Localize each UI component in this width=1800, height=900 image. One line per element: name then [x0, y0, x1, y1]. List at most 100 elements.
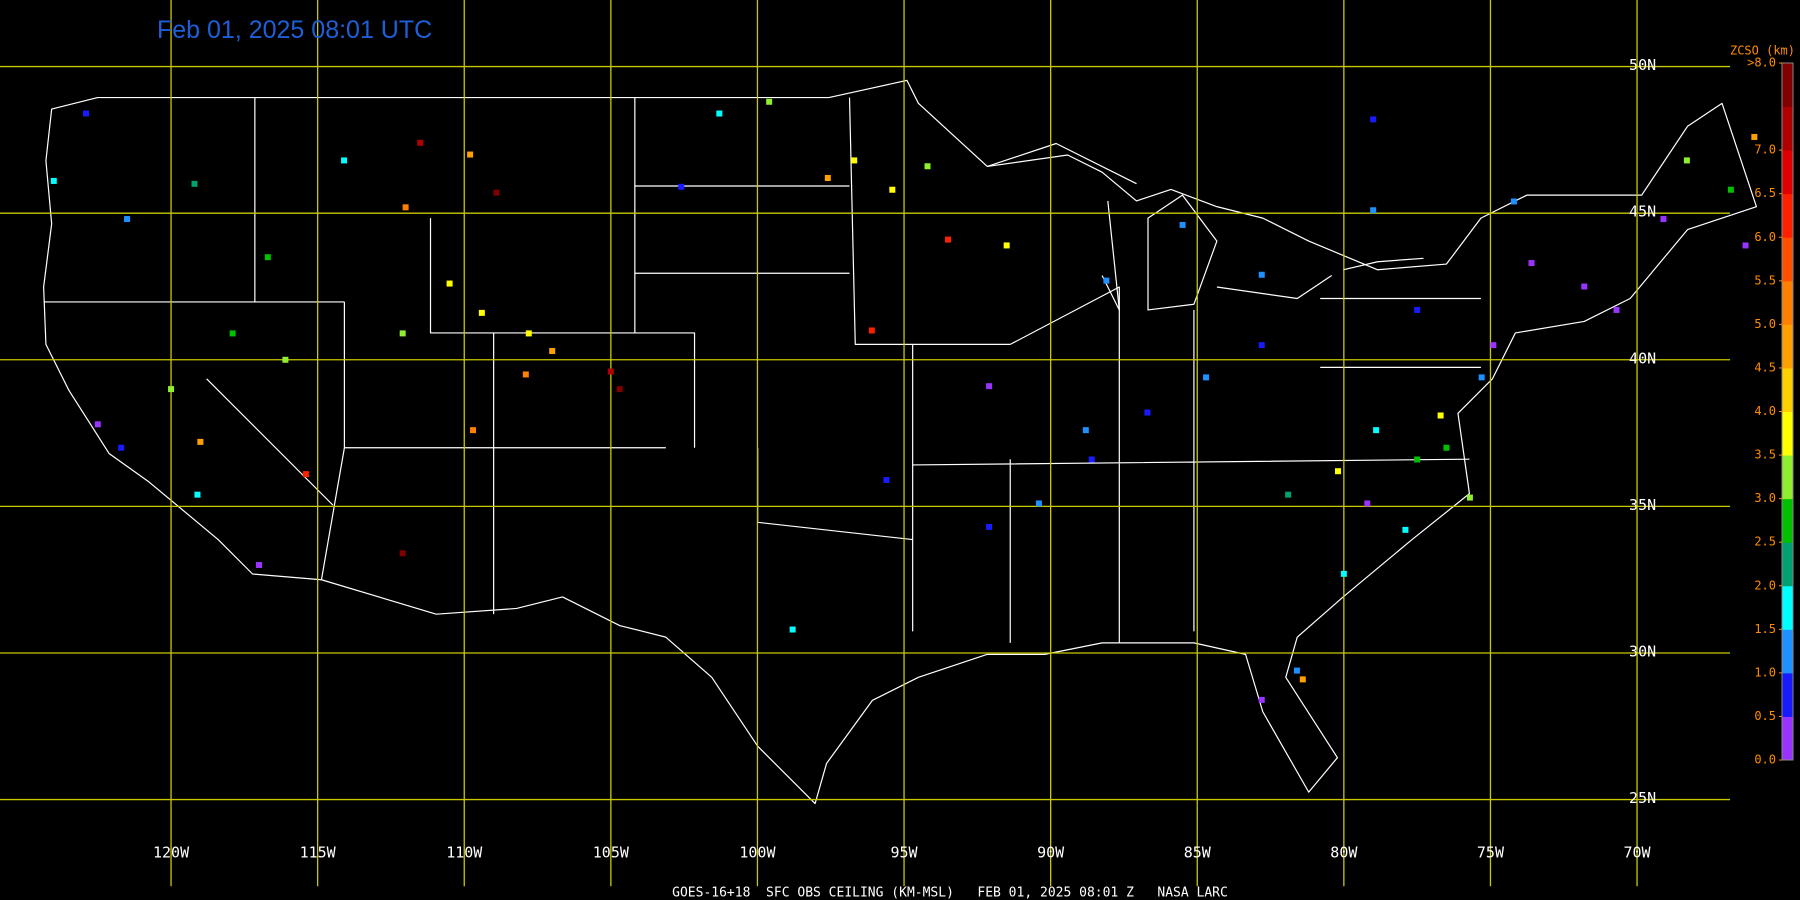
station-ceiling [1334, 468, 1341, 475]
station-ceiling [1751, 133, 1758, 140]
station-ceiling [1528, 260, 1535, 267]
station-ceiling [1340, 570, 1347, 577]
station-ceiling [883, 476, 890, 483]
station-ceiling [1293, 667, 1300, 674]
station-ceiling [478, 309, 485, 316]
colorbar-label: 3.5 [1754, 448, 1776, 462]
colorbar-label: 0.0 [1754, 753, 1776, 767]
station-ceiling [1258, 342, 1265, 349]
colorbar-segment [1782, 106, 1793, 151]
lat-label: 25N [1629, 789, 1656, 807]
station-ceiling [1179, 221, 1186, 228]
station-ceiling [467, 151, 474, 158]
station-ceiling [399, 550, 406, 557]
station-ceiling [264, 254, 271, 261]
colorbar-label: 5.5 [1754, 273, 1776, 287]
station-ceiling [549, 347, 556, 354]
station-ceiling [1203, 374, 1210, 381]
lon-label: 85W [1184, 844, 1212, 862]
great-lakes [987, 144, 1423, 310]
colorbar-label: 0.5 [1754, 709, 1776, 723]
station-ceiling [1003, 242, 1010, 249]
station-ceiling [678, 183, 685, 190]
station-ceiling [716, 110, 723, 117]
colorbar-segment [1782, 672, 1793, 717]
station-ceiling [824, 174, 831, 181]
station-ceiling [282, 356, 289, 363]
lon-label: 95W [891, 844, 919, 862]
station-ceiling [1683, 157, 1690, 164]
station-ceiling [446, 280, 453, 287]
station-ceiling [194, 491, 201, 498]
station-ceiling [1660, 216, 1667, 223]
station-ceiling [945, 236, 952, 243]
colorbar-segment [1782, 367, 1793, 412]
station-ceiling [493, 189, 500, 196]
station-ceiling [1742, 242, 1749, 249]
station-ceiling [1414, 456, 1421, 463]
station-ceiling [470, 427, 477, 434]
state-borders [44, 98, 1481, 643]
station-ceiling [1035, 500, 1042, 507]
station-ceiling [889, 186, 896, 193]
colorbar-segment [1782, 324, 1793, 369]
colorbar-segment [1782, 542, 1793, 587]
station-ceiling [1510, 198, 1517, 205]
station-ceiling [1613, 306, 1620, 313]
station-ceiling [124, 216, 131, 223]
lon-label: 75W [1477, 844, 1505, 862]
station-ceiling [399, 330, 406, 337]
station-ceiling [118, 444, 125, 451]
lat-label: 35N [1629, 496, 1656, 514]
station-ceiling [1299, 676, 1306, 683]
colorbar-label: 6.0 [1754, 230, 1776, 244]
station-ceiling [1258, 696, 1265, 703]
station-ceiling [1088, 456, 1095, 463]
lon-label: 115W [300, 844, 337, 862]
colorbar-label: 2.5 [1754, 535, 1776, 549]
colorbar-label: 1.0 [1754, 665, 1776, 679]
station-ceiling [168, 386, 175, 393]
station-ceiling [1373, 427, 1380, 434]
colorbar: 0.0 0.5 1.0 1.5 2.0 2.5 3.0 3.5 4.0 4.5 5.0 5.5 6.0 6… [1730, 44, 1795, 767]
map-title: Feb 01, 2025 08:01 UTC [157, 16, 432, 44]
colorbar-label: 2.0 [1754, 578, 1776, 592]
us-outline [44, 80, 1757, 803]
station-ceiling [525, 330, 532, 337]
station-ceiling [197, 438, 204, 445]
station-ceiling [1082, 427, 1089, 434]
station-ceiling [522, 371, 529, 378]
observations [50, 98, 1758, 703]
station-ceiling [94, 421, 101, 428]
station-ceiling [1437, 412, 1444, 419]
station-ceiling [766, 98, 773, 105]
lat-label: 40N [1629, 349, 1656, 367]
station-ceiling [851, 157, 858, 164]
station-ceiling [402, 204, 409, 211]
station-ceiling [1370, 207, 1377, 214]
station-ceiling [986, 383, 993, 390]
station-ceiling [417, 139, 424, 146]
colorbar-label: 6.5 [1754, 186, 1776, 200]
station-ceiling [1581, 283, 1588, 290]
station-ceiling [1402, 526, 1409, 533]
colorbar-label: 4.5 [1754, 360, 1776, 374]
station-ceiling [341, 157, 348, 164]
colorbar-segment [1782, 63, 1793, 108]
lon-label: 80W [1330, 844, 1358, 862]
station-ceiling [191, 180, 198, 187]
colorbar-title: ZCSO (km) [1730, 44, 1795, 58]
lon-label: 70W [1624, 844, 1652, 862]
station-ceiling [616, 386, 623, 393]
colorbar-label: >8.0 [1747, 56, 1776, 70]
station-ceiling [256, 562, 263, 569]
lat-label: 50N [1629, 56, 1656, 74]
lon-label: 120W [153, 844, 190, 862]
station-ceiling [1443, 444, 1450, 451]
colorbar-segment [1782, 585, 1793, 630]
station-ceiling [868, 327, 875, 334]
station-ceiling [789, 626, 796, 633]
colorbar-label: 3.0 [1754, 491, 1776, 505]
